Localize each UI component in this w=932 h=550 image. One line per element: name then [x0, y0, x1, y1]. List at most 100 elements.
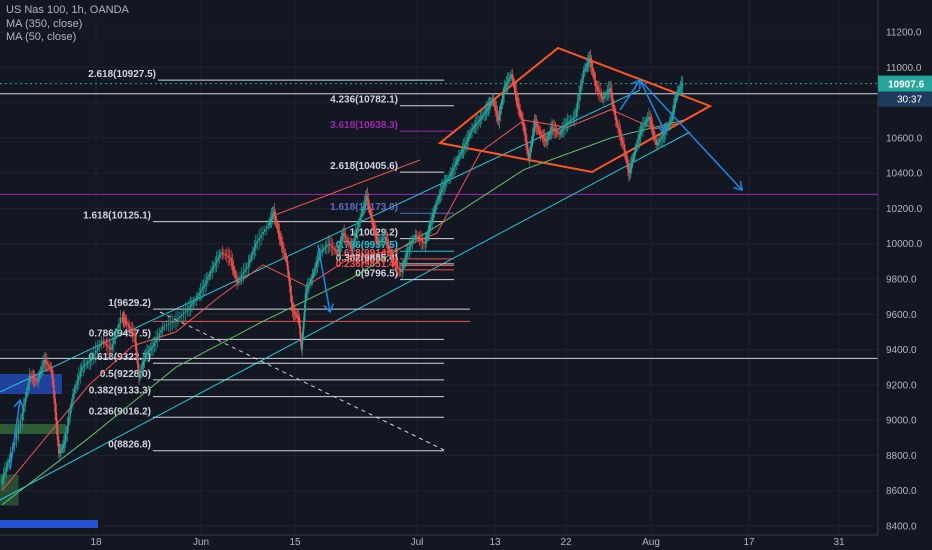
candle-body	[37, 377, 40, 382]
y-tick-label: 10600.0	[886, 133, 923, 144]
candle-body	[249, 259, 251, 263]
candle-body	[22, 405, 25, 413]
channel-lower-line[interactable]	[0, 131, 691, 501]
ma350-label[interactable]: MA (350, close)	[6, 17, 83, 30]
range-bar	[0, 520, 98, 528]
swing-arrow-down[interactable]	[317, 244, 331, 313]
candle-body	[252, 251, 254, 256]
candle-body	[668, 122, 671, 125]
candle-body	[128, 326, 131, 329]
candle-body	[532, 128, 535, 135]
candle-body	[146, 351, 148, 354]
candle-body	[453, 166, 455, 170]
candle-body	[650, 121, 653, 127]
candle-body	[529, 146, 532, 153]
candle-body	[63, 443, 65, 446]
candle-body	[390, 253, 392, 258]
trend-line-red[interactable]	[274, 159, 421, 216]
candle-body	[374, 229, 376, 234]
swing-arrow-left[interactable]	[9, 399, 21, 471]
forecast-arrow-main[interactable]	[639, 79, 743, 191]
candle-body	[43, 360, 46, 364]
candle-body	[156, 336, 159, 340]
last-price-value: 10907.6	[888, 80, 925, 91]
candle-body	[366, 196, 369, 201]
candle-body	[657, 141, 660, 144]
candle-body	[195, 297, 198, 301]
candle-body	[275, 220, 278, 225]
candle-body	[96, 347, 99, 351]
supply-zone	[0, 374, 62, 394]
forecast-arrow-up[interactable]	[619, 79, 641, 111]
forecast-arrow-up-head	[631, 78, 641, 90]
candle-body	[383, 237, 385, 240]
candle-body	[191, 303, 193, 306]
candle-body	[596, 87, 599, 90]
candle-body	[378, 242, 380, 244]
diamond-pattern[interactable]	[437, 46, 713, 174]
candle-body	[272, 211, 275, 215]
candle-body	[372, 222, 374, 227]
candle-body	[202, 286, 205, 289]
candle-body	[460, 151, 462, 155]
forecast-arrow-short[interactable]	[639, 79, 666, 133]
candle-body	[539, 132, 542, 135]
candle-body	[44, 360, 47, 362]
candle-body	[558, 133, 560, 135]
fib-level-label: 1(10029.2)	[350, 228, 398, 239]
ma50-label[interactable]: MA (50, close)	[6, 31, 77, 43]
candle-body	[660, 137, 662, 140]
candle-body	[211, 268, 214, 272]
projection-dashed-line[interactable]	[159, 311, 445, 451]
candle-body	[626, 159, 628, 164]
candle-body	[559, 132, 562, 135]
candle-body	[634, 147, 637, 152]
candle-body	[430, 221, 432, 226]
candle-body	[118, 323, 120, 329]
candle-body	[105, 343, 108, 346]
candle-body	[364, 199, 367, 204]
candle-body	[304, 293, 307, 303]
candle-body	[359, 217, 361, 223]
candle-body	[512, 79, 515, 84]
candle-body	[680, 85, 683, 88]
candle-body	[386, 240, 389, 245]
candle-body	[167, 323, 170, 325]
candle-body	[47, 363, 49, 366]
candle-body	[215, 260, 218, 264]
candle-body	[223, 253, 225, 255]
candle-body	[343, 233, 345, 236]
candle-body	[617, 124, 619, 129]
candle-body	[541, 135, 544, 137]
candle-body	[188, 307, 190, 309]
symbol-title[interactable]: US Nas 100, 1h, OANDA	[6, 4, 129, 16]
candle-body	[414, 234, 417, 238]
candle-body	[240, 274, 243, 278]
candle-body	[624, 149, 626, 155]
candle-body	[459, 154, 461, 157]
time-axis	[0, 535, 932, 550]
candle-body	[506, 81, 509, 84]
candle-body	[535, 124, 538, 127]
candle-body	[565, 123, 568, 126]
candle-body	[407, 249, 409, 253]
candle-body	[608, 88, 611, 91]
candle-body	[607, 90, 610, 92]
candle-body	[405, 255, 407, 260]
candle-body	[502, 93, 505, 100]
candle-body	[78, 376, 80, 381]
candle-body	[198, 293, 200, 296]
candle-body	[199, 290, 202, 294]
candle-body	[274, 216, 277, 221]
candle-body	[575, 109, 577, 117]
candle-body	[181, 314, 183, 317]
candle-body	[497, 116, 500, 121]
candle-body	[165, 324, 168, 326]
candle-body	[523, 123, 525, 130]
candle-body	[221, 252, 224, 254]
candle-body	[201, 288, 203, 291]
candle-body	[533, 121, 536, 129]
candle-body	[122, 318, 124, 320]
candle-body	[642, 125, 644, 128]
